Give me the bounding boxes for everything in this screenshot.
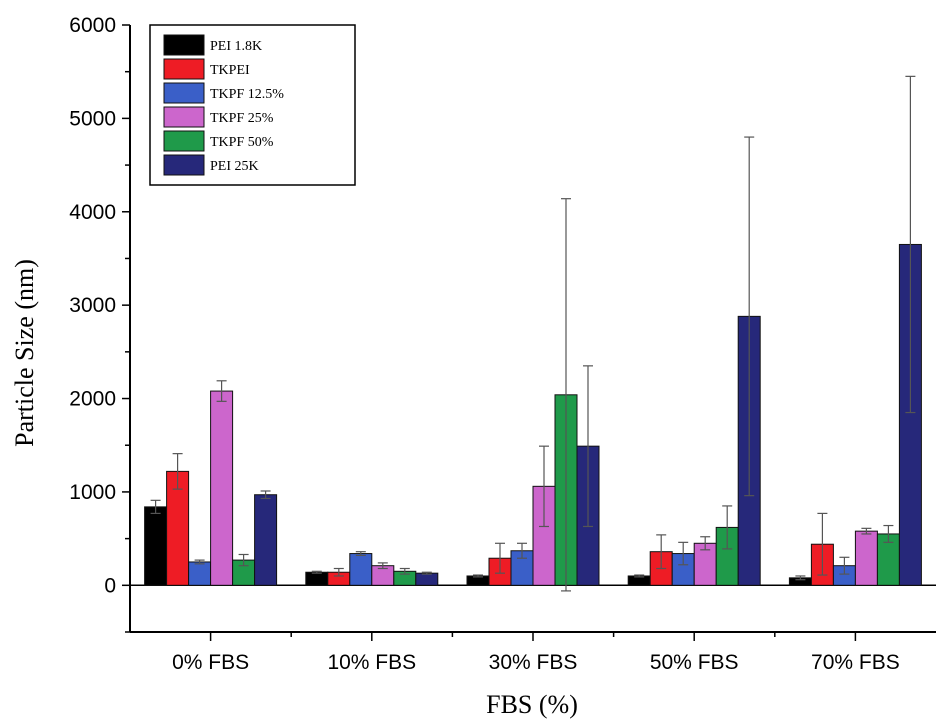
x-tick-label: 0% FBS (172, 651, 249, 674)
x-tick-label: 50% FBS (650, 651, 739, 674)
y-tick-label: 6000 (69, 14, 116, 37)
legend-swatch (163, 58, 205, 80)
x-tick-label: 30% FBS (489, 651, 578, 674)
bar (854, 530, 878, 586)
x-tick-label: 70% FBS (811, 651, 900, 674)
y-tick-label: 4000 (69, 201, 116, 224)
legend-swatch (163, 106, 205, 128)
bar (254, 494, 278, 586)
x-axis-title: FBS (%) (486, 690, 578, 719)
legend-swatch (163, 154, 205, 176)
bar (349, 553, 373, 586)
legend-label: TKPEI (210, 63, 250, 78)
legend-label: TKPF 25% (210, 111, 274, 126)
y-tick-label: 1000 (69, 481, 116, 504)
y-tick-label: 3000 (69, 294, 116, 317)
x-tick-label: 10% FBS (327, 651, 416, 674)
y-tick-label: 5000 (69, 107, 116, 130)
bars-layer (144, 243, 922, 586)
legend-swatch (163, 82, 205, 104)
y-axis-title: Particle Size (nm) (10, 259, 39, 447)
tick-labels-layer: 0 1000 2000 3000 4000 5000 6000 0% FBS 10% FBS 30… (69, 14, 899, 674)
error-bars-layer (150, 75, 916, 592)
bar (415, 572, 439, 586)
y-tick-label: 0 (104, 574, 116, 597)
legend-swatch (163, 34, 205, 56)
bar (210, 390, 234, 586)
legend-label: PEI 1.8K (210, 39, 262, 54)
legend-label: TKPF 12.5% (210, 87, 284, 102)
legend: PEI 1.8K TKPEI TKPF 12.5% TKPF 25% TKPF 50% P… (149, 24, 356, 186)
legend-label: TKPF 50% (210, 135, 274, 150)
legend-swatch (163, 130, 205, 152)
bar (305, 571, 329, 586)
bar (188, 561, 212, 586)
bar (144, 506, 168, 586)
y-tick-label: 2000 (69, 388, 116, 411)
legend-label: PEI 25K (210, 159, 259, 174)
